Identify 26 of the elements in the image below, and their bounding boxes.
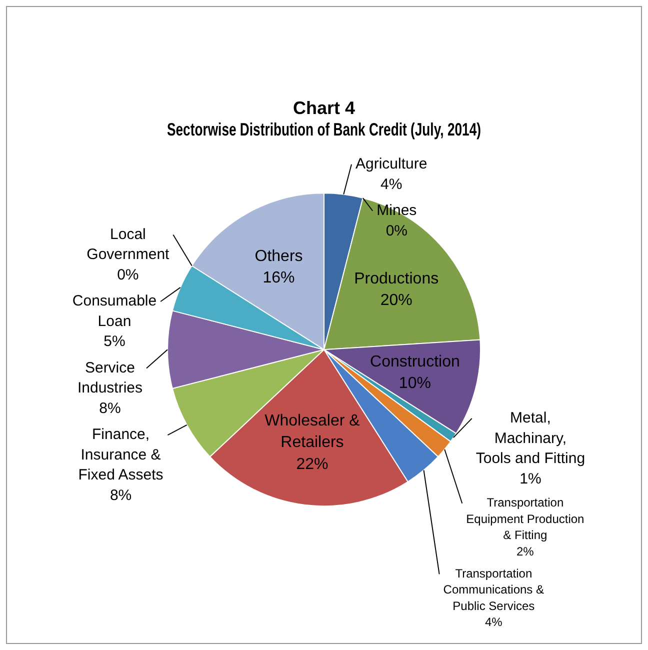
slice-label: Service Industries — [77, 359, 143, 397]
data-label: 20% — [380, 292, 412, 309]
category-label: Local Government — [86, 226, 170, 264]
slice-label: Wholesaler & Retailers — [264, 412, 360, 452]
data-label: 2% — [516, 544, 534, 558]
slice-label: Others — [254, 248, 303, 265]
data-label: 8% — [110, 486, 132, 504]
data-label: 4% — [380, 176, 402, 193]
slice-label: Transportation Communications & Public Services — [443, 566, 544, 613]
data-label: 10% — [398, 375, 431, 392]
slice-label: Consumable Loan — [72, 292, 157, 330]
data-label: 5% — [104, 333, 126, 350]
slice-label: Metal, Machinary, Tools and Fitting — [476, 410, 586, 468]
text: 0% — [117, 266, 139, 284]
chart-title: Chart 4 Sectorwise Distribution of Bank Credit (July, 2014) — [167, 98, 481, 140]
slice-label: Productions — [354, 270, 439, 288]
slice-label: Agriculture — [355, 156, 428, 173]
data-label: 22% — [296, 456, 328, 473]
text: 0% — [386, 222, 408, 240]
data-label: 4% — [485, 615, 503, 630]
data-label: 16% — [262, 270, 295, 287]
slice-label: Construction — [370, 354, 460, 371]
slice-label: Transportation Equipment Production & Fitting — [466, 496, 584, 542]
slice-label: Finance, Insurance & Fixed Assets — [78, 426, 164, 484]
data-label: 1% — [520, 470, 542, 488]
data-label: 8% — [99, 400, 121, 417]
